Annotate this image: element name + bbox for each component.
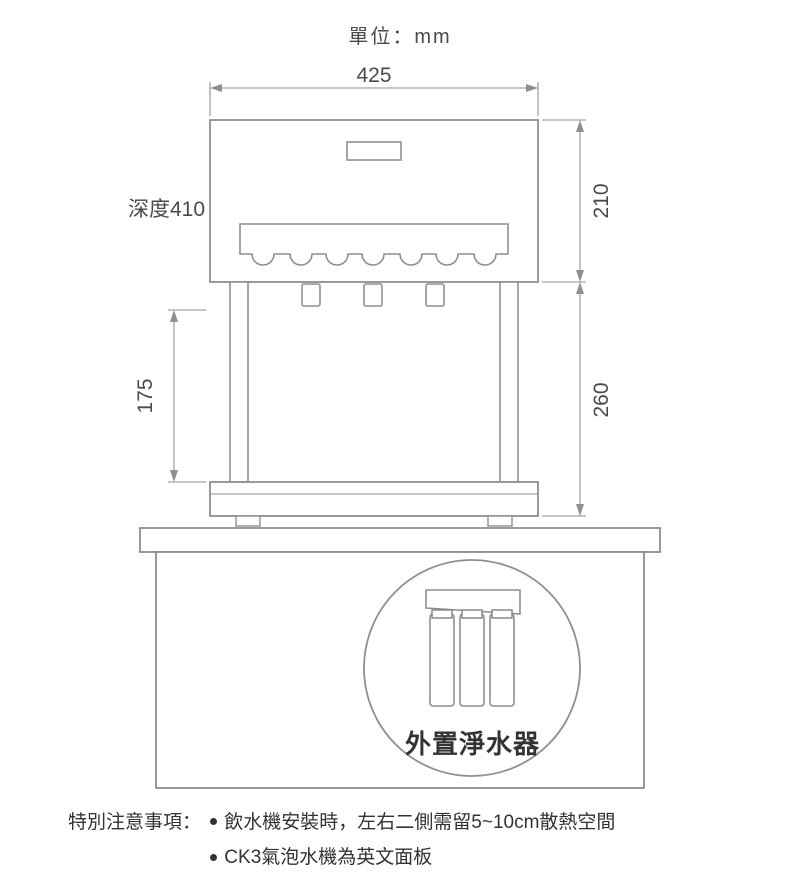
note-line-2: CK3氣泡水機為英文面板 <box>210 840 615 875</box>
display-panel <box>347 142 401 160</box>
dim-arrow <box>576 282 584 294</box>
dim-arrow <box>170 310 178 322</box>
dim-upper-right: 210 <box>590 183 613 218</box>
dim-arrow <box>170 470 178 482</box>
leg-right <box>500 282 518 482</box>
dim-arrow <box>576 270 584 282</box>
dim-lower-right: 260 <box>590 382 613 417</box>
nozzle <box>302 284 444 306</box>
foot <box>488 516 512 526</box>
dim-arrow <box>526 84 538 92</box>
purifier-label: 外置淨水器 <box>405 724 540 761</box>
bullet-icon <box>210 854 217 861</box>
dim-arrow <box>576 120 584 132</box>
notes-label: 特別注意事項： <box>68 805 201 840</box>
base-tray <box>210 482 538 516</box>
depth-label: 深度410 <box>128 198 205 221</box>
dim-arrow <box>210 84 222 92</box>
dim-width-top: 425 <box>356 64 391 87</box>
note-line-1: 飲水機安裝時，左右二側需留5~10cm散熱空間 <box>210 805 615 840</box>
foot <box>236 516 260 526</box>
bullet-icon <box>210 818 217 825</box>
notes-block: 特別注意事項： 飲水機安裝時，左右二側需留5~10cm散熱空間 CK3氣泡水機為… <box>68 805 615 875</box>
dimension-drawing: 425 210 260 <box>0 0 800 800</box>
dim-left-mid: 175 <box>134 378 157 413</box>
dim-arrow <box>576 504 584 516</box>
counter-top <box>140 528 660 552</box>
purifier-unit <box>426 590 520 706</box>
leg-left <box>230 282 248 482</box>
